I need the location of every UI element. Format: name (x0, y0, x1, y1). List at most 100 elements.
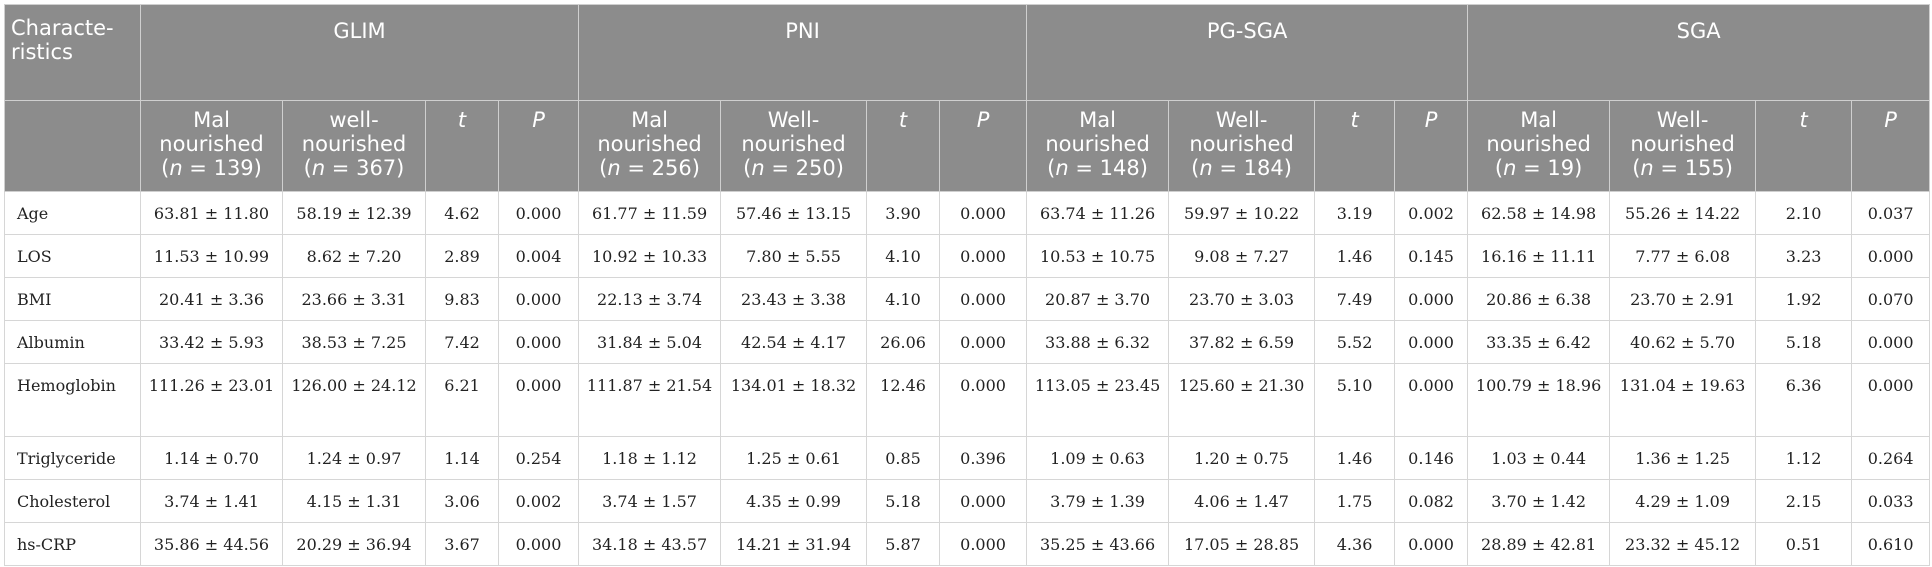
table-cell: 131.04 ± 19.63 (1609, 363, 1757, 437)
subheader-n-symbol: n (1503, 156, 1517, 180)
row-label: hs-CRP (4, 522, 141, 566)
table-cell: 23.70 ± 3.03 (1168, 277, 1316, 321)
table-cell: 3.19 (1314, 191, 1396, 235)
subheader-paren-close: ) (396, 156, 405, 180)
table-cell: 1.46 (1314, 234, 1396, 278)
table-cell: 0.000 (939, 191, 1028, 235)
table-cell: 8.62 ± 7.20 (282, 234, 426, 278)
row-label: LOS (4, 234, 141, 278)
table-cell: 3.06 (425, 479, 499, 523)
subheader-label: P (532, 108, 545, 132)
subheader-n-symbol: n (1055, 156, 1069, 180)
table-cell: 0.082 (1394, 479, 1469, 523)
table-cell: 3.79 ± 1.39 (1026, 479, 1170, 523)
table-cell: 33.42 ± 5.93 (140, 320, 283, 364)
table-cell: 0.000 (1394, 320, 1469, 364)
table-row: Cholesterol 3.74 ± 1.41 4.15 ± 1.31 3.06 0.0… (4, 479, 1931, 523)
subheader-cell: Well-nourished (n = 155) (1609, 100, 1757, 192)
table-cell: 3.70 ± 1.42 (1467, 479, 1611, 523)
table-cell: 134.01 ± 18.32 (720, 363, 868, 437)
row-label: Hemoglobin (4, 363, 141, 437)
table-cell: 63.74 ± 11.26 (1026, 191, 1170, 235)
subheader-n-symbol: n (311, 156, 326, 180)
subheader-paren-open: ( (1047, 156, 1056, 180)
subheader-paren-close: ) (1283, 156, 1292, 180)
table-cell: 7.77 ± 6.08 (1609, 234, 1757, 278)
characteristics-table: Characte-ristics GLIM PNI PG-SGA SGA Mal… (4, 4, 1931, 566)
table-cell: 7.49 (1314, 277, 1396, 321)
table-cell: 113.05 ± 23.45 (1026, 363, 1170, 437)
subheader-cell: Mal nourished (n = 19) (1467, 100, 1611, 192)
subheader-label: t (1350, 108, 1359, 132)
table-cell: 1.24 ± 0.97 (282, 436, 426, 480)
table-cell: 33.88 ± 6.32 (1026, 320, 1170, 364)
table-cell: 63.81 ± 11.80 (140, 191, 283, 235)
table-cell: 0.146 (1394, 436, 1469, 480)
table-cell: 20.86 ± 6.38 (1467, 277, 1611, 321)
table-cell: 5.87 (866, 522, 941, 566)
table-cell: 111.87 ± 21.54 (578, 363, 722, 437)
subheader-cell: well-nourished (n = 367) (282, 100, 426, 192)
table-cell: 0.000 (939, 522, 1028, 566)
table-cell: 0.002 (497, 479, 580, 523)
table-row: Albumin 33.42 ± 5.93 38.53 ± 7.25 7.42 0.000… (4, 320, 1931, 364)
table-cell: 31.84 ± 5.04 (578, 320, 722, 364)
subheader-cell: Mal nourished (n = 148) (1026, 100, 1170, 192)
subheader-label: Mal nourished (159, 108, 264, 156)
subheader-n-symbol: n (1640, 156, 1654, 180)
table-cell: 6.21 (425, 363, 499, 437)
table-cell: 0.037 (1851, 191, 1931, 235)
table-cell: 10.53 ± 10.75 (1026, 234, 1170, 278)
table-cell: 4.36 (1314, 522, 1396, 566)
table-cell: 1.75 (1314, 479, 1396, 523)
subheader-cell: P (1394, 100, 1469, 192)
subheader-cell: Mal nourished (n = 139) (140, 100, 283, 192)
subheader-n-value: 367 (356, 156, 397, 180)
table-cell: 9.83 (425, 277, 499, 321)
table-cell: 4.06 ± 1.47 (1168, 479, 1316, 523)
table-cell: 1.09 ± 0.63 (1026, 436, 1170, 480)
table-cell: 0.000 (1851, 320, 1931, 364)
table-row: Age 63.81 ± 11.80 58.19 ± 12.39 4.62 0.000 61… (4, 191, 1931, 235)
row-label: Cholesterol (4, 479, 141, 523)
table-cell: 37.82 ± 6.59 (1168, 320, 1316, 364)
table-cell: 7.80 ± 5.55 (720, 234, 868, 278)
table-cell: 26.06 (866, 320, 941, 364)
subheader-n-value: 139 (213, 156, 254, 180)
subheader-paren-open: ( (1632, 156, 1641, 180)
table-cell: 0.000 (1394, 277, 1469, 321)
table-cell: 42.54 ± 4.17 (720, 320, 868, 364)
table-cell: 1.20 ± 0.75 (1168, 436, 1316, 480)
table-cell: 0.000 (939, 234, 1028, 278)
table-row: LOS 11.53 ± 10.99 8.62 ± 7.20 2.89 0.004 10.9… (4, 234, 1931, 278)
table-cell: 0.033 (1851, 479, 1931, 523)
table-body: Age 63.81 ± 11.80 58.19 ± 12.39 4.62 0.000 61… (4, 191, 1931, 566)
subheader-n-value: 155 (1684, 156, 1725, 180)
table-cell: 0.000 (1851, 234, 1931, 278)
table-cell: 1.92 (1755, 277, 1853, 321)
table-cell: 62.58 ± 14.98 (1467, 191, 1611, 235)
table-cell: 0.000 (497, 320, 580, 364)
table-cell: 5.18 (1755, 320, 1853, 364)
table-cell: 3.90 (866, 191, 941, 235)
table-cell: 58.19 ± 12.39 (282, 191, 426, 235)
table-cell: 59.97 ± 10.22 (1168, 191, 1316, 235)
table-cell: 0.000 (497, 277, 580, 321)
table-cell: 0.000 (939, 363, 1028, 437)
table-cell: 1.25 ± 0.61 (720, 436, 868, 480)
table-cell: 0.000 (497, 363, 580, 437)
table-cell: 23.66 ± 3.31 (282, 277, 426, 321)
subheader-n-symbol: n (1199, 156, 1213, 180)
subheader-paren-close: ) (1574, 156, 1583, 180)
table-cell: 22.13 ± 3.74 (578, 277, 722, 321)
table-row: Hemoglobin 111.26 ± 23.01 126.00 ± 24.12 6.… (4, 363, 1931, 437)
table-cell: 17.05 ± 28.85 (1168, 522, 1316, 566)
table-cell: 4.29 ± 1.09 (1609, 479, 1757, 523)
table-cell: 5.10 (1314, 363, 1396, 437)
row-label: Albumin (4, 320, 141, 364)
subheader-cell: t (1755, 100, 1853, 192)
table-cell: 0.000 (497, 522, 580, 566)
table-cell: 5.18 (866, 479, 941, 523)
table-cell: 28.89 ± 42.81 (1467, 522, 1611, 566)
table-cell: 57.46 ± 13.15 (720, 191, 868, 235)
